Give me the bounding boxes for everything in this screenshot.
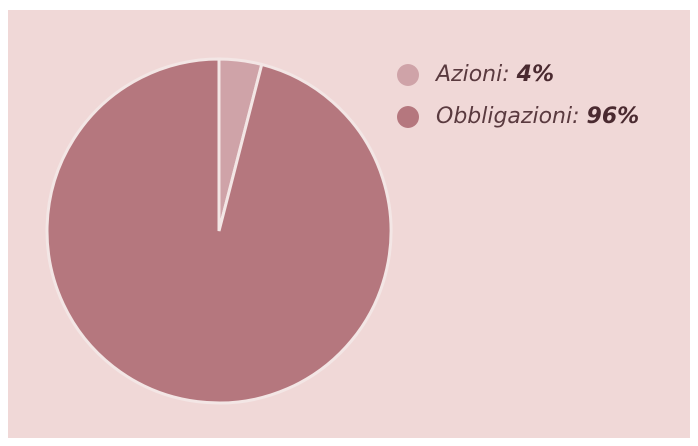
legend-swatch [397, 106, 419, 128]
legend-name: Obbligazioni: [436, 104, 580, 129]
legend-name: Azioni: [434, 62, 510, 87]
legend-label: Obbligazioni: 96% [436, 104, 639, 129]
legend-value: 4% [516, 62, 554, 87]
legend-swatch [397, 64, 419, 86]
pie-slice [45, 57, 393, 405]
legend-label: Azioni: 4% [434, 62, 554, 87]
legend-value: 96% [587, 104, 640, 129]
